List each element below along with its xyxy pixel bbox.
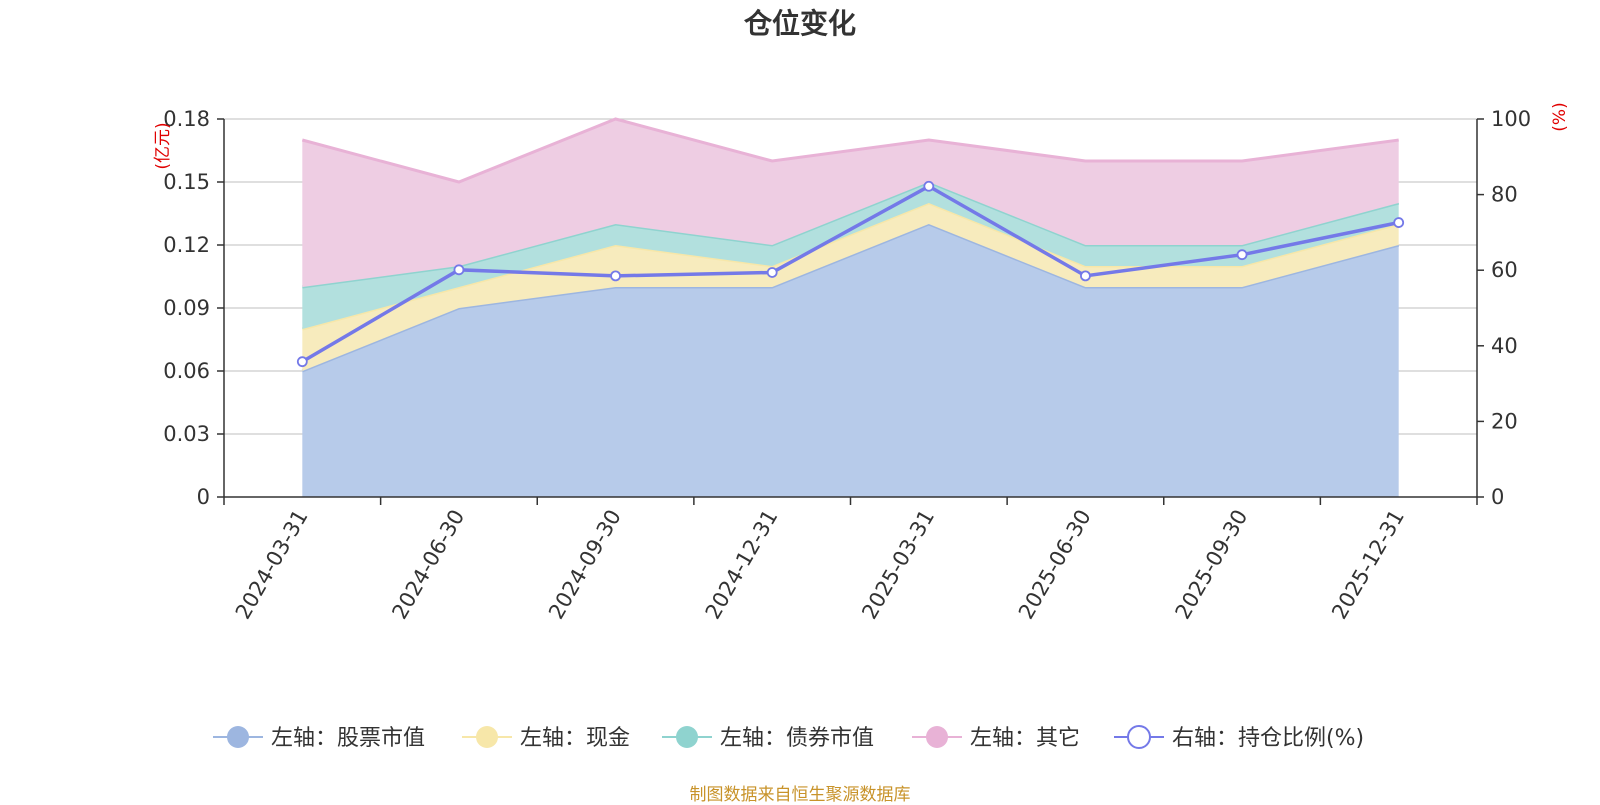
left-tick-label: 0 xyxy=(197,485,210,509)
legend-label: 左轴：其它 xyxy=(970,726,1080,751)
right-tick-label: 100 xyxy=(1491,107,1531,131)
x-tick-label: 2024-03-31 xyxy=(231,506,313,624)
right-tick-label: 40 xyxy=(1491,334,1518,358)
left-tick-label: 0.12 xyxy=(163,233,210,257)
area-series-2 xyxy=(302,203,1399,371)
ratio-point xyxy=(1393,217,1405,228)
legend-marker xyxy=(676,726,698,748)
ratio-point xyxy=(453,264,465,276)
legend-label: 左轴：股票市值 xyxy=(271,726,425,751)
x-tick-label: 2024-09-30 xyxy=(544,506,626,624)
legend-label: 右轴：持仓比例(%) xyxy=(1172,726,1364,751)
left-tick-label: 0.09 xyxy=(163,296,210,320)
right-tick-label: 0 xyxy=(1491,485,1504,509)
legend-marker xyxy=(926,726,948,748)
right-axis-unit: (%) xyxy=(1550,102,1570,131)
ratio-point xyxy=(1236,249,1248,261)
x-tick-label: 2024-06-30 xyxy=(387,506,469,624)
ratio-line xyxy=(296,180,1405,368)
ratio-point xyxy=(923,180,935,192)
left-tick-label: 0.03 xyxy=(163,422,210,446)
left-tick-label: 0.18 xyxy=(163,107,210,131)
right-tick-label: 60 xyxy=(1491,258,1518,282)
stacked-areas xyxy=(301,117,1400,497)
left-axis-unit: (亿元) xyxy=(153,122,173,169)
x-tick-label: 2025-03-31 xyxy=(857,506,939,624)
x-tick-label: 2024-12-31 xyxy=(701,506,783,624)
left-tick-label: 0.06 xyxy=(163,359,210,383)
x-tick-label: 2025-12-31 xyxy=(1327,506,1409,624)
legend-marker xyxy=(227,726,249,748)
area-series-3 xyxy=(302,182,1399,329)
ratio-point xyxy=(1080,270,1091,282)
legend: 左轴：股票市值 左轴：现金 左轴：债券市值 左轴：其它 右轴：持仓比例(%) xyxy=(213,725,1364,751)
legend-marker xyxy=(1127,725,1151,749)
legend-label: 左轴：现金 xyxy=(520,726,630,751)
x-tick-label: 2025-06-30 xyxy=(1014,506,1096,624)
right-tick-label: 20 xyxy=(1491,409,1518,433)
ratio-point xyxy=(610,270,621,282)
right-tick-label: 80 xyxy=(1491,183,1518,207)
ratio-point xyxy=(766,267,778,278)
ratio-line-path xyxy=(301,184,1400,364)
chart-title: 仓位变化 xyxy=(743,7,856,40)
left-tick-label: 0.15 xyxy=(163,170,210,194)
area-edge-4 xyxy=(301,117,1399,184)
ratio-point xyxy=(296,356,308,368)
data-source-note: 制图数据来自恒生聚源数据库 xyxy=(689,785,911,805)
legend-marker xyxy=(476,726,498,748)
x-tick-label: 2025-09-30 xyxy=(1171,506,1253,624)
legend-label: 左轴：债券市值 xyxy=(720,726,874,751)
